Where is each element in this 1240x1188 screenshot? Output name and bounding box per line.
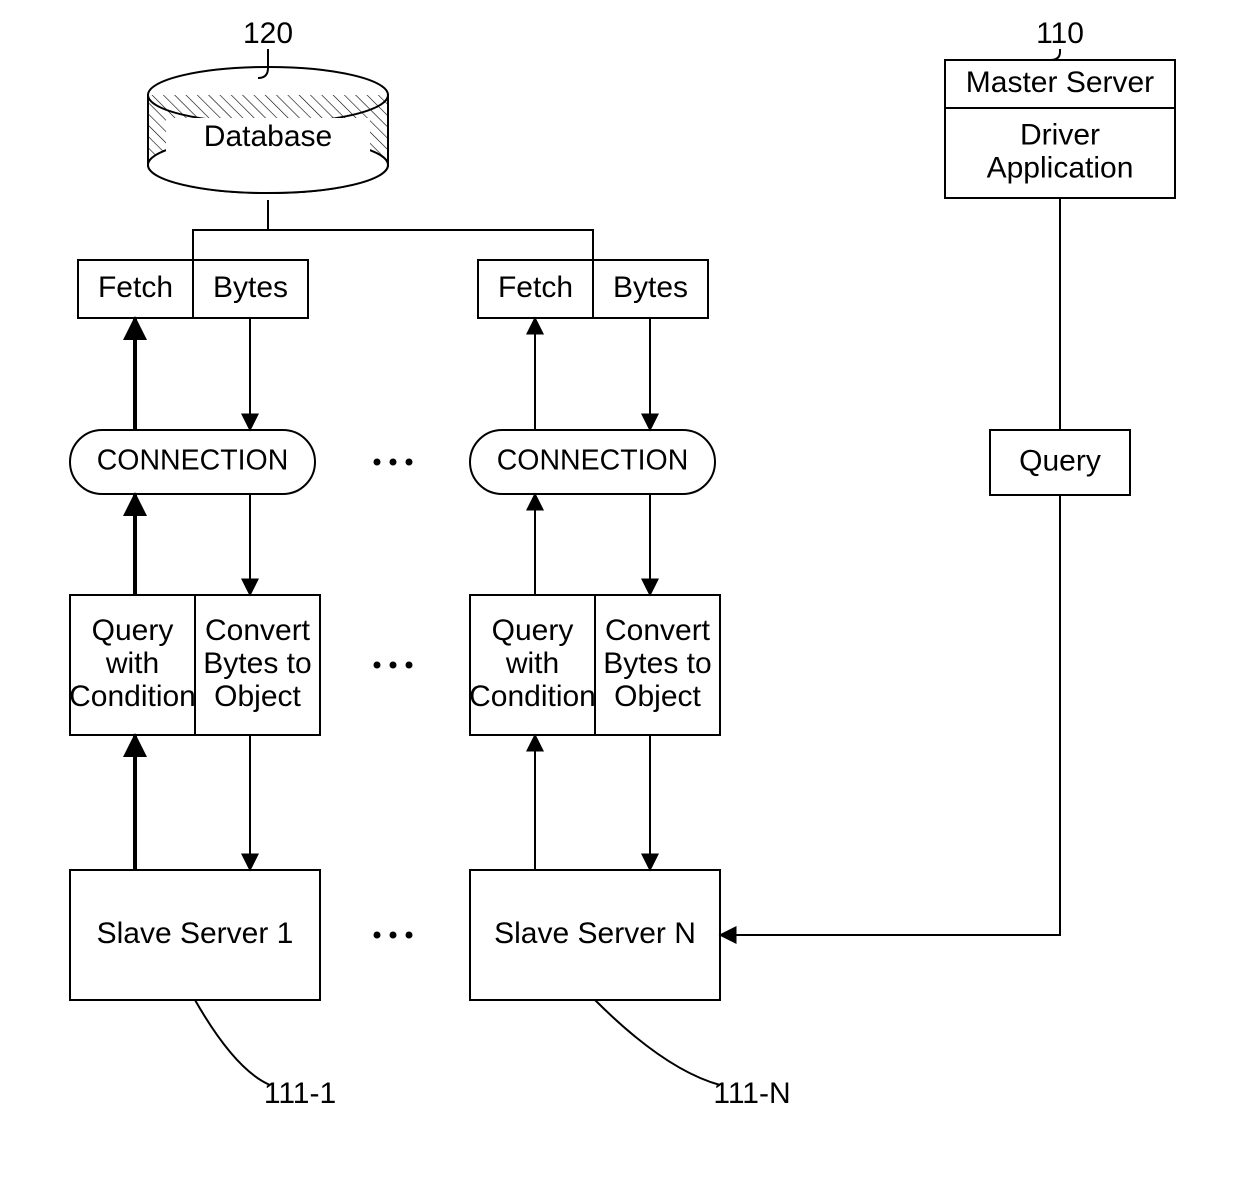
svg-text:Bytes: Bytes <box>613 271 688 304</box>
svg-text:Master Server: Master Server <box>966 66 1154 99</box>
svg-text:CONNECTION: CONNECTION <box>97 445 289 477</box>
convert-box-1: ConvertBytes toObject <box>195 595 320 735</box>
ellipsis-dots <box>374 459 413 939</box>
slave-server-1-box: Slave Server 1 <box>70 870 320 1000</box>
database-label: Database <box>204 120 332 153</box>
svg-text:Slave Server 1: Slave Server 1 <box>97 917 294 950</box>
callouts <box>195 1000 720 1085</box>
fetch-box-1: Fetch <box>78 260 193 318</box>
ref-111-n: 111-N <box>713 1077 790 1110</box>
svg-text:Slave Server N: Slave Server N <box>494 917 696 950</box>
connection-pill-n: CONNECTION <box>470 430 715 494</box>
driver-application-box: DriverApplication <box>945 108 1175 198</box>
database-cylinder: Database <box>148 67 388 193</box>
svg-text:ConvertBytes toObject: ConvertBytes toObject <box>603 614 711 713</box>
convert-box-n: ConvertBytes toObject <box>595 595 720 735</box>
connection-pill-1: CONNECTION <box>70 430 315 494</box>
ref-110: 110 <box>1036 17 1084 60</box>
fetch-box-n: Fetch <box>478 260 593 318</box>
master-server-box: Master Server <box>945 60 1175 108</box>
svg-text:110: 110 <box>1036 17 1084 50</box>
query-box: Query <box>990 430 1130 495</box>
bytes-box-1: Bytes <box>193 260 308 318</box>
svg-text:Fetch: Fetch <box>498 271 573 304</box>
svg-text:CONNECTION: CONNECTION <box>497 445 689 477</box>
svg-text:Fetch: Fetch <box>98 271 173 304</box>
svg-text:Query: Query <box>1019 444 1101 477</box>
ref-111-1: 111-1 <box>264 1077 336 1110</box>
query-condition-box-1: QuerywithCondition <box>69 595 196 735</box>
svg-text:ConvertBytes toObject: ConvertBytes toObject <box>203 614 311 713</box>
query-condition-box-n: QuerywithCondition <box>469 595 596 735</box>
svg-text:120: 120 <box>243 17 293 50</box>
bytes-box-n: Bytes <box>593 260 708 318</box>
slave-server-n-box: Slave Server N <box>470 870 720 1000</box>
svg-text:Bytes: Bytes <box>213 271 288 304</box>
